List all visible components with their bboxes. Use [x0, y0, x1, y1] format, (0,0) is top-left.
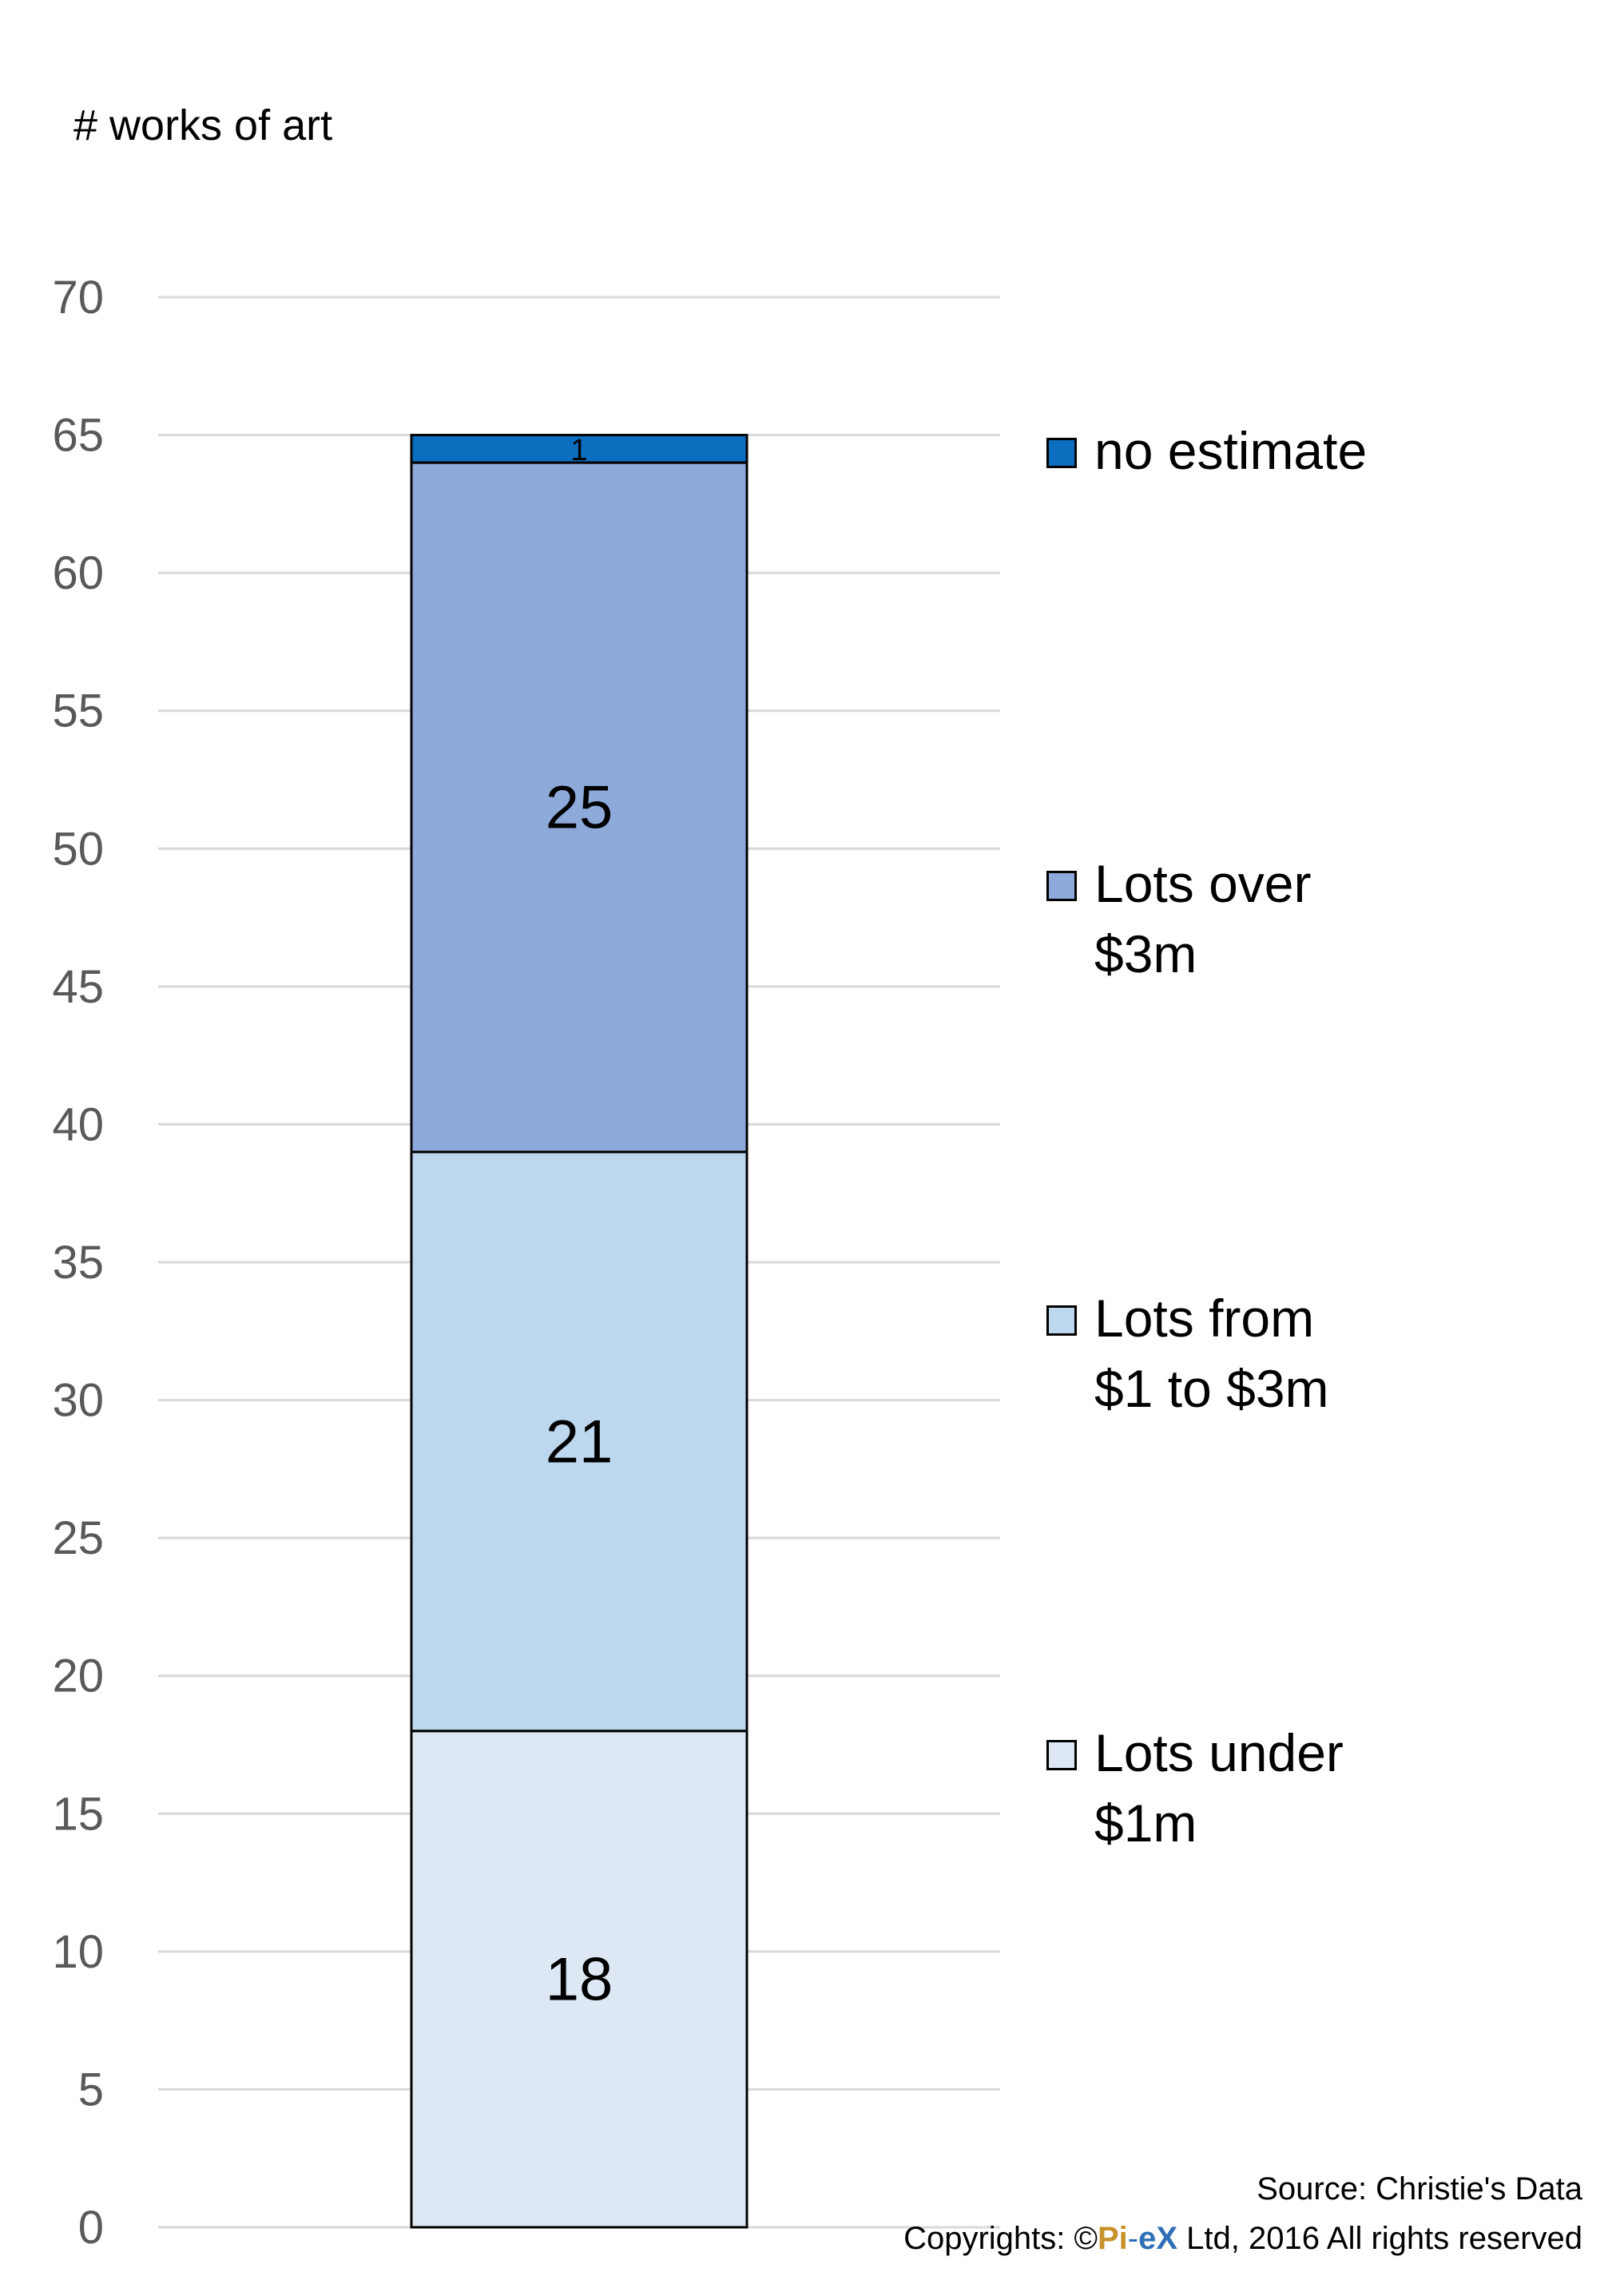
- y-tick-label: 5: [78, 2063, 104, 2115]
- y-tick-label: 0: [78, 2202, 104, 2254]
- logo-ex: eX: [1138, 2221, 1178, 2256]
- y-tick-label: 55: [52, 685, 104, 737]
- y-tick-label: 45: [52, 961, 104, 1013]
- legend-label: Lots over: [1094, 854, 1312, 913]
- logo-pi: Pi: [1097, 2221, 1128, 2256]
- y-tick-label: 20: [52, 1650, 104, 1702]
- legend-label: Lots from: [1094, 1289, 1315, 1348]
- copyright-prefix: Copyrights: ©: [903, 2221, 1098, 2256]
- y-axis-title: # works of art: [73, 101, 333, 149]
- y-tick-label: 65: [52, 410, 104, 462]
- legend-label: Lots under: [1094, 1723, 1344, 1782]
- y-tick-label: 10: [52, 1926, 104, 1978]
- legend-swatch: [1046, 438, 1077, 468]
- legend-label: $3m: [1094, 924, 1197, 983]
- y-tick-label: 60: [52, 547, 104, 599]
- legend-label: $1 to $3m: [1094, 1359, 1329, 1418]
- y-tick-label: 70: [52, 272, 104, 324]
- y-tick-label: 40: [52, 1098, 104, 1150]
- y-tick-label: 25: [52, 1512, 104, 1564]
- legend-label: no estimate: [1094, 421, 1368, 480]
- bar-segment: [410, 434, 748, 464]
- data-label: 1: [570, 434, 587, 467]
- copyright-note: Copyrights: ©Pi-eX Ltd, 2016 All rights …: [903, 2221, 1582, 2257]
- y-tick-label: 30: [52, 1375, 104, 1427]
- data-label: 18: [546, 1945, 613, 2013]
- legend-swatch: [1046, 1740, 1077, 1770]
- y-tick-label: 35: [52, 1237, 104, 1289]
- data-labels: 18 21 25 1: [546, 434, 613, 2014]
- stacked-bar: [410, 434, 748, 2229]
- y-axis-tick-labels: 0 5 10 15 20 25 30 35 40 45 50 55 60 65 70: [52, 272, 104, 2254]
- bar-segment: [410, 1150, 748, 1733]
- source-note: Source: Christie's Data: [1257, 2171, 1582, 2206]
- data-label: 25: [546, 774, 613, 842]
- y-tick-label: 15: [52, 1788, 104, 1840]
- legend-swatch: [1046, 1305, 1077, 1336]
- bar-segment: [410, 1730, 748, 2229]
- legend-label: $1m: [1094, 1793, 1197, 1853]
- legend-swatch: [1046, 871, 1077, 901]
- y-tick-label: 50: [52, 823, 104, 875]
- logo-dash: -: [1127, 2221, 1139, 2256]
- copyright-suffix: Ltd, 2016 All rights reserved: [1177, 2221, 1582, 2256]
- bar-segment: [410, 461, 748, 1154]
- data-label: 21: [546, 1408, 613, 1476]
